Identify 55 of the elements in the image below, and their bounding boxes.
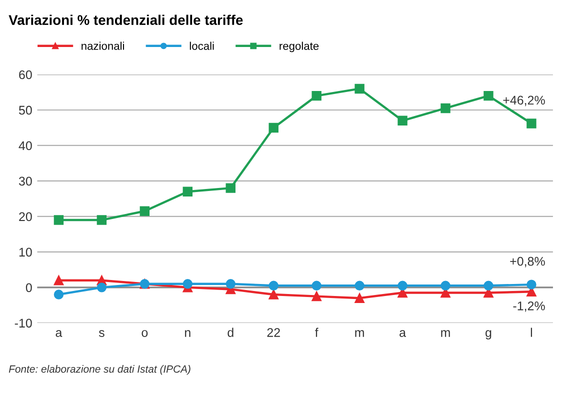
y-tick-label: 20 [19,212,32,222]
annotation: +46,2% [503,96,545,106]
point [96,282,107,292]
point [54,215,64,225]
point [484,90,494,101]
legend-label: nazionali [82,42,124,50]
y-tick-label: 40 [18,141,32,150]
point [312,280,322,291]
point [354,84,364,94]
point [440,280,450,291]
legend-label: regolate [280,42,319,52]
y-tick-label: 30 [18,176,32,186]
x-tick-label: d [228,328,234,337]
point [182,279,193,289]
point [398,116,408,126]
point [398,280,408,291]
y-tick-label: 10 [19,248,32,257]
point [354,293,364,303]
x-tick-label: o [142,330,148,337]
point [312,291,322,302]
source-note: Fonte: elaborazione su dati Istat (IPCA) [8,365,190,375]
annotation: +0,8% [510,256,545,268]
chart-title: Variazioni % tendenziali delle tariffe [8,14,243,25]
point [268,122,278,133]
point [54,275,64,286]
point [226,279,236,289]
x-tick-label: m [355,330,364,337]
legend-label: locali [190,42,214,50]
x-tick-label: f [315,328,318,337]
point [484,280,494,291]
y-tick-label: 0 [26,283,32,292]
point [96,215,107,225]
x-tick-label: n [185,330,190,337]
annotation: -1,2% [513,301,545,312]
y-tick-label: 50 [18,106,32,115]
y-tick-label: 60 [19,70,32,80]
point [54,290,64,300]
point [440,103,450,114]
point [140,206,150,216]
point [526,280,536,290]
point [312,90,322,101]
point [268,280,278,291]
x-tick-label: a [56,330,62,337]
x-tick-label: m [441,330,450,337]
x-tick-label: s [98,330,104,337]
point [268,290,278,300]
x-tick-label: g [486,330,492,340]
x-tick-label: 22 [267,328,280,337]
x-tick-label: a [400,330,406,337]
x-tick-label: l [530,328,532,337]
point [354,280,364,291]
point [182,186,193,196]
point [526,118,536,128]
point [226,183,236,193]
y-tick-label: -10 [14,318,32,328]
